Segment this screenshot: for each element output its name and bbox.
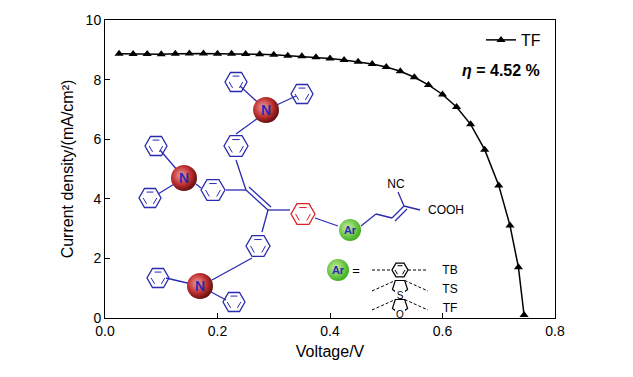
svg-text:Voltage/V: Voltage/V [296,343,365,360]
svg-text:Ar: Ar [332,264,345,276]
svg-text:2: 2 [93,250,101,266]
svg-text:Ar: Ar [344,224,357,236]
svg-text:0.4: 0.4 [320,323,340,339]
svg-text:N: N [179,170,189,186]
svg-text:N: N [195,278,205,294]
svg-text:N: N [261,102,271,118]
svg-text:COOH: COOH [428,203,464,217]
svg-text:8: 8 [93,72,101,88]
svg-text:η = 4.52 %: η = 4.52 % [462,62,540,79]
svg-text:TS: TS [442,282,457,296]
svg-text:TF: TF [443,301,458,315]
svg-text:6: 6 [93,131,101,147]
svg-text:0.6: 0.6 [433,323,453,339]
svg-text:10: 10 [86,12,102,28]
svg-text:0.2: 0.2 [208,323,228,339]
svg-text:0.0: 0.0 [95,323,115,339]
svg-text:4: 4 [93,191,101,207]
svg-text:0.8: 0.8 [545,323,565,339]
svg-text:TF: TF [521,32,541,49]
svg-text:O: O [396,309,404,320]
svg-text:0: 0 [93,310,101,326]
svg-text:Current density/(mA/cm²): Current density/(mA/cm²) [59,80,76,259]
svg-text:S: S [397,290,404,301]
svg-text:NC: NC [387,177,405,191]
svg-text:=: = [352,263,360,278]
svg-text:TB: TB [442,263,457,277]
